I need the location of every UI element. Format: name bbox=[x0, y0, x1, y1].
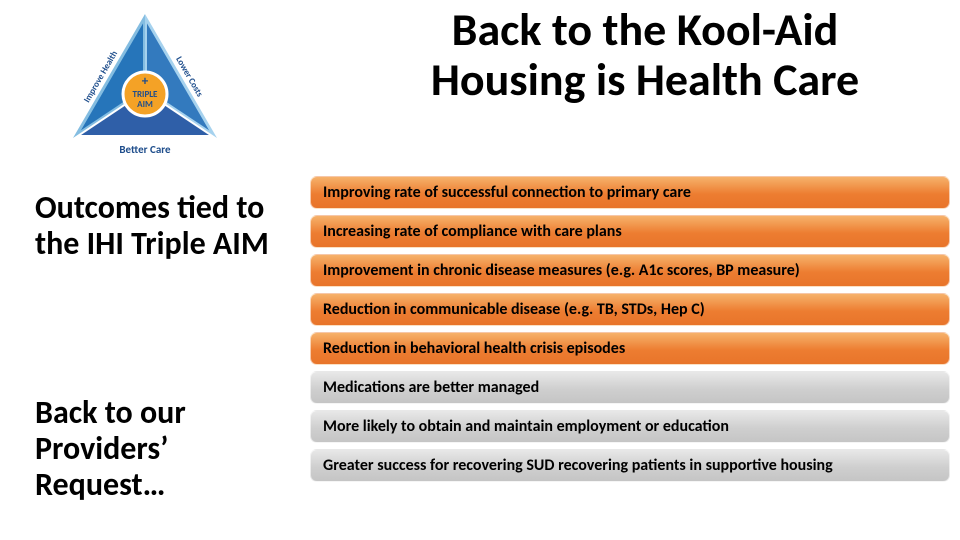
pill-item: Greater success for recovering SUD recov… bbox=[310, 449, 950, 482]
pill-item: Reduction in behavioral health crisis ep… bbox=[310, 332, 950, 365]
pill-item: Improvement in chronic disease measures … bbox=[310, 254, 950, 287]
triangle-side-bottom: Better Care bbox=[119, 143, 171, 156]
triple-aim-triangle-icon: + TRIPLE AIM Improve Health Lower Costs … bbox=[65, 8, 225, 158]
outcome-pill-list: Improving rate of successful connection … bbox=[310, 176, 950, 482]
subheading-providers: Back to our Providers’ Request… bbox=[35, 395, 305, 502]
pill-item: Medications are better managed bbox=[310, 371, 950, 404]
subheading-outcomes: Outcomes tied to the IHI Triple AIM bbox=[35, 190, 305, 262]
title-line1: Back to the Kool-Aid bbox=[452, 2, 839, 58]
triple-aim-line2: AIM bbox=[137, 99, 153, 110]
pill-item: More likely to obtain and maintain emplo… bbox=[310, 410, 950, 443]
slide-root: + TRIPLE AIM Improve Health Lower Costs … bbox=[0, 0, 960, 540]
triple-aim-graphic: + TRIPLE AIM Improve Health Lower Costs … bbox=[65, 8, 225, 158]
pill-item: Reduction in communicable disease (e.g. … bbox=[310, 293, 950, 326]
slide-title: Back to the Kool-Aid Housing is Health C… bbox=[340, 6, 950, 105]
title-line2: Housing is Health Care bbox=[431, 52, 859, 108]
triple-aim-plus: + bbox=[142, 74, 149, 89]
pill-item: Increasing rate of compliance with care … bbox=[310, 215, 950, 248]
pill-item: Improving rate of successful connection … bbox=[310, 176, 950, 209]
